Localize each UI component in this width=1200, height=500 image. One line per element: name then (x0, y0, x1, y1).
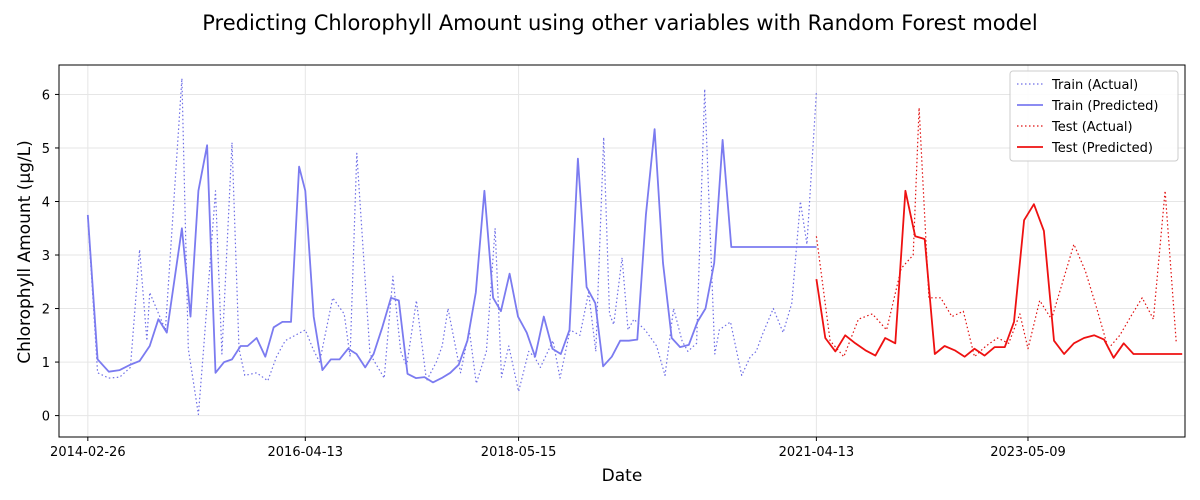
y-axis-ticks: 0 1 2 3 4 5 6 (42, 88, 59, 425)
x-axis-ticks: 2014-02-26 2016-04-13 2018-05-15 2021-04-13… (50, 437, 1066, 460)
y-tick-label: 2 (42, 303, 50, 318)
x-tick-label: 2021-04-13 (779, 445, 855, 460)
series-test-predicted (815, 189, 1183, 359)
series-test-actual (815, 107, 1177, 358)
x-tick-label: 2014-02-26 (50, 445, 126, 460)
legend-label: Train (Predicted) (1051, 99, 1159, 114)
y-tick-label: 1 (42, 356, 50, 371)
y-tick-label: 3 (42, 249, 50, 264)
series-train-actual (87, 77, 817, 416)
legend-label: Test (Actual) (1051, 120, 1133, 135)
y-tick-label: 4 (42, 195, 50, 210)
x-axis-label: Date (602, 466, 643, 486)
grid (59, 65, 1185, 437)
legend-box (1009, 70, 1179, 162)
legend: Train (Actual) Train (Predicted) Test (Act… (1009, 70, 1179, 162)
legend-label: Train (Actual) (1051, 78, 1138, 93)
x-tick-label: 2018-05-15 (481, 445, 557, 460)
y-tick-label: 0 (42, 410, 50, 425)
legend-label: Test (Predicted) (1051, 141, 1153, 156)
y-tick-label: 6 (42, 88, 50, 103)
series-train-predicted (86, 128, 817, 384)
series-layer (86, 77, 1183, 416)
plot-frame (58, 64, 1186, 438)
x-tick-label: 2023-05-09 (990, 445, 1066, 460)
y-tick-label: 5 (42, 142, 50, 157)
x-tick-label: 2016-04-13 (268, 445, 344, 460)
chart-title: Predicting Chlorophyll Amount using othe… (202, 11, 1037, 35)
y-axis-label: Chlorophyll Amount (µg/L) (15, 140, 35, 364)
